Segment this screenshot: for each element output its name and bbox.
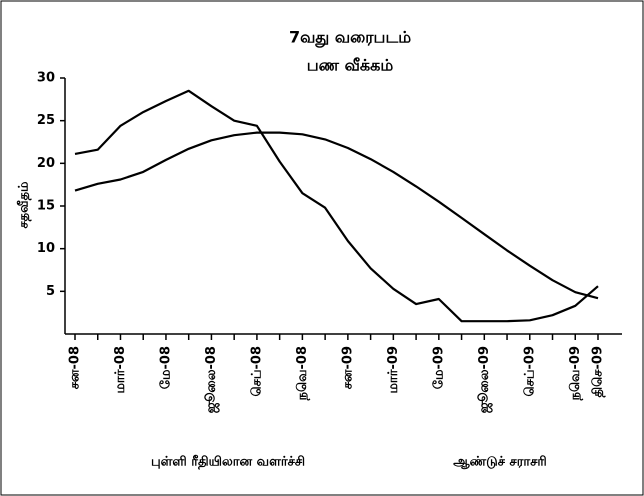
x-tick-label: மே-09 (431, 346, 446, 389)
x-tick-label: ஜூலை-08 (204, 346, 220, 413)
series-line (74, 89, 599, 323)
chart-subtitle: பண வீக்கம் (307, 56, 394, 75)
y-axis-label: சதவீதம் (16, 181, 32, 229)
y-tick-label: 5 (46, 284, 55, 299)
y-tick-label: 15 (37, 199, 55, 214)
legend-label: ஆண்டுச் சராசரி (453, 455, 547, 470)
y-tick-label: 10 (37, 241, 55, 256)
x-tick-label: சன-08 (68, 346, 83, 389)
x-tick-label: மார்-08 (113, 346, 128, 394)
x-tick-label: செப்-08 (249, 346, 264, 396)
y-tick-label: 25 (37, 113, 55, 128)
x-tick-label: மே-08 (158, 346, 173, 389)
x-tick-label: செப்-09 (522, 346, 537, 396)
legend-label: புள்ளி ரீதியிலான வளர்ச்சி (151, 454, 305, 470)
x-tick-label: ஜூலை-09 (477, 346, 493, 413)
x-tick-label: மார்-09 (386, 346, 401, 394)
series-line (74, 131, 599, 300)
x-tick-label: திசெ-09 (591, 346, 606, 397)
y-tick-label: 20 (37, 156, 55, 171)
y-tick-label: 30 (37, 71, 55, 86)
x-tick-label: சன-09 (340, 346, 355, 389)
x-tick-label: நவெ-09 (568, 346, 583, 401)
chart-title: 7வது வரைபடம் (289, 28, 411, 48)
x-tick-label: நவெ-08 (295, 346, 310, 401)
